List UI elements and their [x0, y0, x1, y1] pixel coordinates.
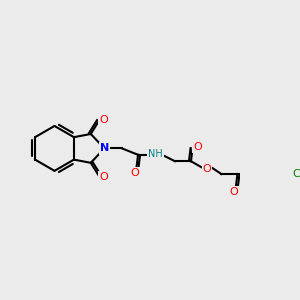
Text: Cl: Cl: [292, 169, 300, 179]
Text: N: N: [100, 143, 109, 153]
Text: O: O: [202, 164, 211, 174]
Text: O: O: [99, 172, 108, 182]
Text: O: O: [193, 142, 202, 152]
Text: O: O: [99, 115, 108, 124]
Text: O: O: [130, 168, 139, 178]
Text: O: O: [230, 188, 239, 197]
Text: NH: NH: [148, 149, 163, 159]
